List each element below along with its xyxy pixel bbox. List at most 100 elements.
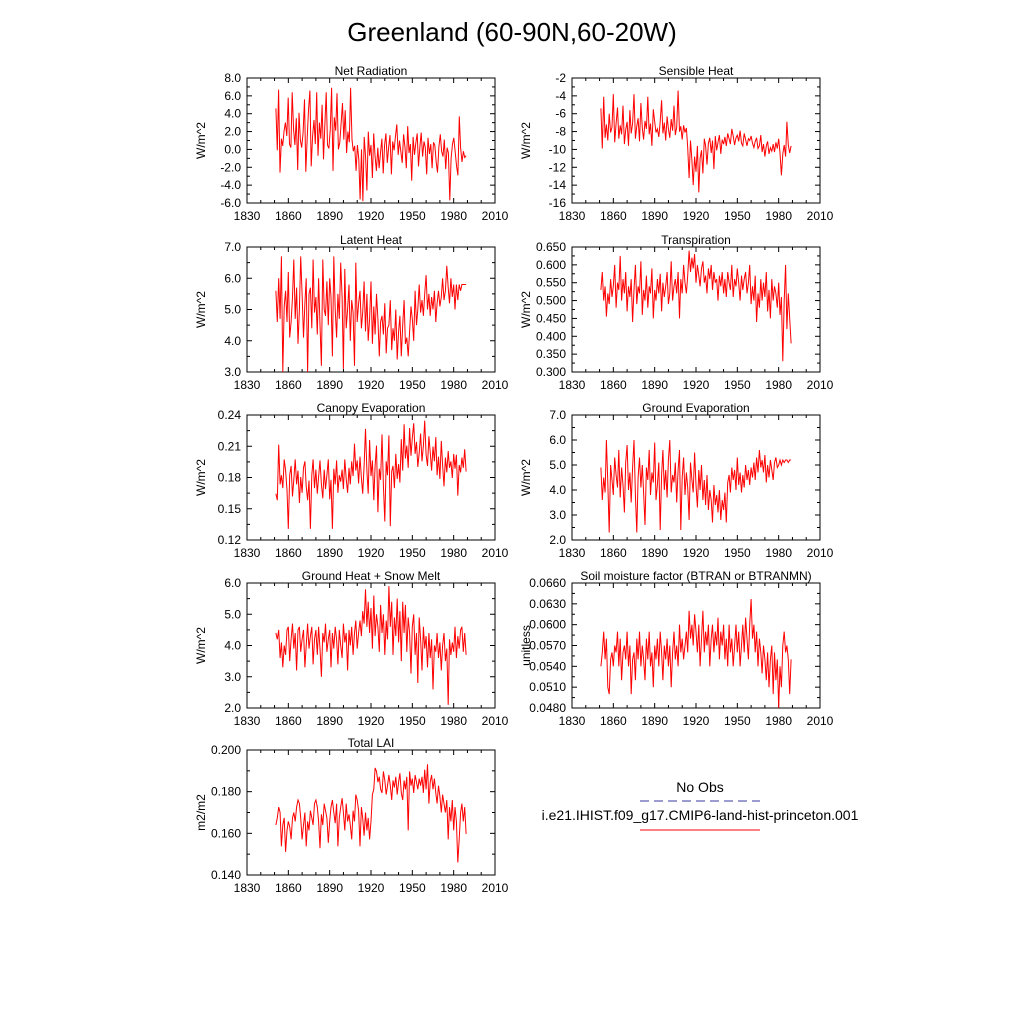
x-tick-label: 1950 [399, 546, 426, 560]
y-tick-label: 0.200 [211, 743, 241, 757]
y-axis-label: W/m^2 [519, 291, 533, 328]
y-tick-label: 0.0570 [529, 639, 566, 653]
x-tick-label: 1980 [440, 546, 467, 560]
y-tick-label: -6.0 [220, 196, 241, 210]
x-tick-label: 1890 [641, 546, 668, 560]
y-tick-label: 0.600 [536, 258, 566, 272]
chart-panel: Total LAI m2/m2 1830 1860 1890 1920 1950 1980 20… [194, 736, 509, 895]
x-tick-label: 1950 [724, 546, 751, 560]
y-tick-label: 3.0 [224, 365, 241, 379]
chart-panel: Net Radiation W/m^2 1830 1860 1890 1920 1950 19… [194, 64, 509, 223]
series-line [275, 87, 467, 202]
x-tick-label: 1980 [440, 714, 467, 728]
x-tick-label: 2010 [482, 714, 509, 728]
x-tick-label: 1950 [724, 714, 751, 728]
y-tick-label: 0.160 [211, 826, 241, 840]
y-tick-label: 0.140 [211, 868, 241, 882]
x-tick-label: 2010 [807, 378, 834, 392]
x-tick-label: 1920 [358, 546, 385, 560]
panel-title: Net Radiation [335, 64, 408, 78]
y-tick-label: -8 [555, 125, 566, 139]
x-tick-label: 1920 [683, 378, 710, 392]
x-tick-label: 1950 [399, 714, 426, 728]
series-line [600, 90, 792, 193]
x-tick-label: 2010 [482, 546, 509, 560]
x-tick-label: 1920 [358, 378, 385, 392]
x-tick-label: 1920 [683, 714, 710, 728]
x-tick-label: 1920 [358, 209, 385, 223]
x-tick-label: 1860 [275, 209, 302, 223]
x-tick-label: 1890 [316, 378, 343, 392]
x-tick-label: 1860 [275, 714, 302, 728]
x-tick-label: 2010 [482, 881, 509, 895]
y-tick-label: 6.0 [224, 271, 241, 285]
series-line [275, 764, 467, 863]
y-tick-label: 3.0 [549, 508, 566, 522]
x-tick-label: 1950 [399, 209, 426, 223]
series-line [600, 439, 792, 533]
legend: No Obs i.e21.IHIST.f09_g17.CMIP6-land-hi… [542, 779, 859, 831]
x-tick-label: 1890 [316, 209, 343, 223]
series-line [600, 250, 792, 362]
x-tick-label: 2010 [807, 714, 834, 728]
series-line [275, 420, 467, 529]
y-tick-label: 0.0480 [529, 701, 566, 715]
chart-panel: Canopy Evaporation W/m^2 1830 1860 1890 1920 1… [194, 401, 509, 560]
y-tick-label: -10 [549, 142, 567, 156]
x-tick-label: 1980 [440, 378, 467, 392]
x-tick-label: 1980 [440, 881, 467, 895]
y-tick-label: 0.500 [536, 294, 566, 308]
y-tick-label: 0.12 [218, 533, 242, 547]
x-tick-label: 1950 [724, 378, 751, 392]
x-tick-label: 1920 [683, 546, 710, 560]
chart-panel: Latent Heat W/m^2 1830 1860 1890 1920 1950 1980… [194, 233, 509, 392]
y-axis-label: W/m^2 [519, 459, 533, 496]
series-line [275, 256, 467, 373]
x-tick-label: 1830 [234, 546, 261, 560]
y-tick-label: -16 [549, 196, 567, 210]
y-tick-label: 0.0660 [529, 576, 566, 590]
legend-obs-label: No Obs [676, 779, 723, 795]
chart-panel: Sensible Heat W/m^2 1830 1860 1890 1920 1950 19… [519, 64, 834, 223]
figure-title: Greenland (60-90N,60-20W) [347, 17, 677, 47]
x-tick-label: 1830 [559, 378, 586, 392]
panel-title: Total LAI [348, 736, 395, 750]
y-tick-label: 0.650 [536, 240, 566, 254]
x-tick-label: 2010 [807, 546, 834, 560]
panel-title: Ground Evaporation [642, 401, 749, 415]
y-tick-label: 0.18 [218, 471, 242, 485]
x-tick-label: 1830 [234, 714, 261, 728]
x-tick-label: 1830 [559, 209, 586, 223]
legend-model-label: i.e21.IHIST.f09_g17.CMIP6-land-hist-prin… [542, 807, 859, 823]
x-tick-label: 1890 [641, 209, 668, 223]
y-tick-label: 0.400 [536, 329, 566, 343]
plot-frame [246, 414, 496, 541]
y-tick-label: 0.180 [211, 785, 241, 799]
series-line [600, 598, 792, 709]
plot-frame [571, 77, 821, 204]
x-tick-label: 2010 [807, 209, 834, 223]
y-tick-label: -2 [555, 71, 566, 85]
x-tick-label: 1890 [316, 714, 343, 728]
y-tick-label: 0.450 [536, 311, 566, 325]
x-tick-label: 1950 [724, 209, 751, 223]
y-tick-label: 8.0 [224, 71, 241, 85]
x-tick-label: 1860 [275, 378, 302, 392]
y-tick-label: 6.0 [549, 433, 566, 447]
x-tick-label: 1860 [600, 714, 627, 728]
chart-panel: Soil moisture factor (BTRAN or BTRANMN) u… [519, 569, 834, 728]
y-tick-label: 0.550 [536, 276, 566, 290]
x-tick-label: 1830 [234, 881, 261, 895]
y-tick-label: 0.0 [224, 142, 241, 156]
y-tick-label: 2.0 [549, 533, 566, 547]
panel-title: Sensible Heat [659, 64, 734, 78]
x-tick-label: 1830 [234, 378, 261, 392]
y-tick-label: 5.0 [224, 303, 241, 317]
panel-title: Transpiration [661, 233, 731, 247]
x-tick-label: 1950 [399, 881, 426, 895]
y-tick-label: 6.0 [224, 576, 241, 590]
y-tick-label: 0.24 [218, 408, 242, 422]
y-tick-label: -4.0 [220, 178, 241, 192]
panel-title: Ground Heat + Snow Melt [302, 569, 441, 583]
